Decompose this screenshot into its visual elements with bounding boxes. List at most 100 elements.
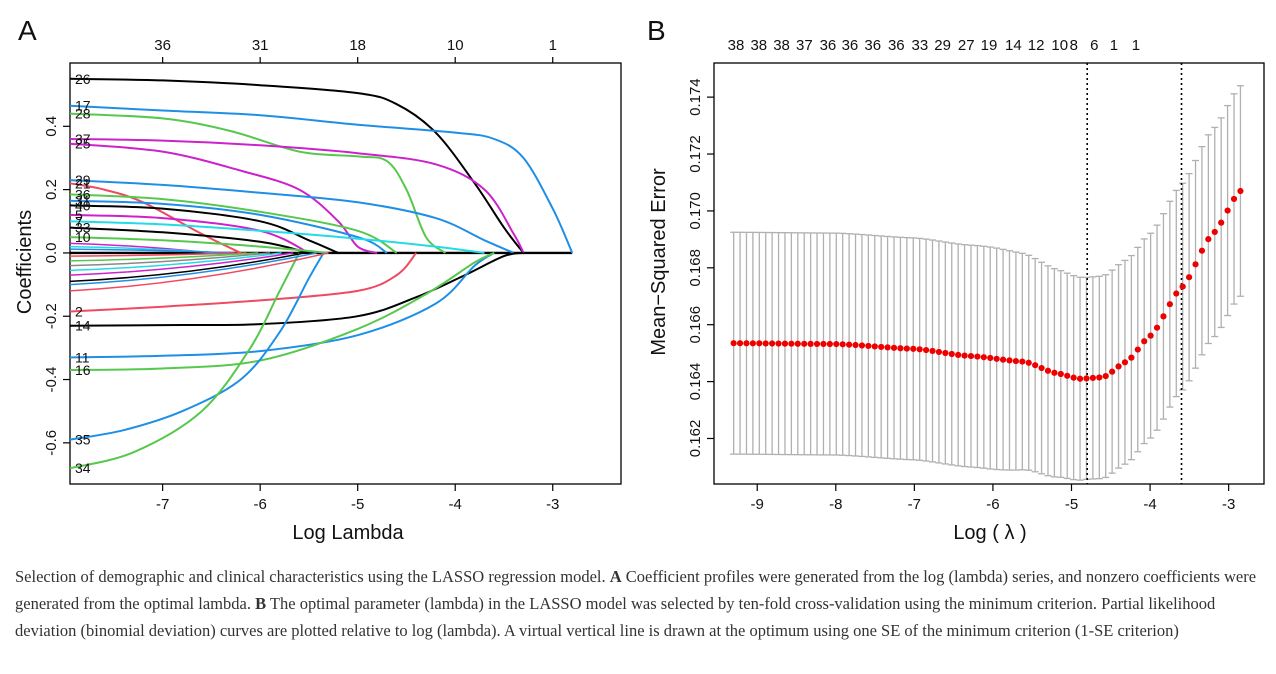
- mse-point: [1051, 369, 1058, 376]
- coef-label-10: 10: [75, 229, 91, 245]
- coef-label-5: 5: [75, 207, 83, 223]
- coef-path-25: [69, 142, 378, 254]
- mse-point: [858, 342, 866, 349]
- lasso-figure: A -7 -6 -5 -4 -3 -0.6-0.4-0.20.00.20.4 36 31 1…: [14, 15, 1265, 544]
- mse-point: [987, 354, 994, 362]
- top-tick-label: 38: [728, 37, 745, 54]
- coef-path-34: [69, 252, 301, 470]
- coef-path-28: [69, 112, 447, 254]
- mse-point: [1141, 338, 1148, 345]
- mse-point: [993, 355, 1000, 362]
- mse-point: [1186, 274, 1193, 281]
- x-tick-label: -8: [829, 496, 842, 513]
- top-tick-label: 19: [981, 37, 998, 54]
- mse-point: [781, 340, 789, 347]
- mse-point: [1198, 247, 1206, 254]
- mse-point: [1083, 375, 1090, 382]
- panel-b-frame: [713, 62, 1265, 485]
- panel-b-x-axis-label: Log ( λ ): [953, 522, 1026, 544]
- mse-point: [865, 342, 872, 350]
- mse-point: [980, 354, 987, 361]
- panel-b-label: B: [647, 15, 666, 46]
- coef-path-10: [69, 236, 329, 254]
- y-tick-label: 0.2: [43, 179, 60, 200]
- panel-a-y-axis: -0.6 -0.4 -0.2 0.0 0.2 0.4: [43, 116, 70, 456]
- caption-b-text: The optimal parameter (lambda) in the LA…: [15, 594, 1216, 640]
- x-tick-label: -5: [1065, 496, 1078, 513]
- mse-point: [1064, 372, 1071, 379]
- top-tick-label: 36: [842, 37, 859, 54]
- top-tick-label: 1: [1132, 37, 1140, 54]
- coef-path-40: [69, 204, 339, 254]
- coef-label-37: 37: [75, 131, 91, 147]
- mse-point: [922, 346, 930, 354]
- mse-point: [955, 351, 962, 358]
- panel-a-frame: [69, 62, 622, 485]
- coef-label-17: 17: [75, 98, 91, 114]
- mse-point: [1205, 236, 1212, 243]
- mse-point: [743, 340, 750, 347]
- coef-label-25: 25: [75, 136, 91, 152]
- y-tick-label: 0.166: [687, 306, 704, 344]
- x-tick-label: -3: [546, 496, 559, 513]
- mse-point: [813, 340, 821, 348]
- panel-b-mse-points: [730, 187, 1244, 382]
- mse-point: [903, 345, 910, 352]
- coef-label-40: 40: [75, 197, 91, 213]
- mse-point: [1089, 374, 1096, 382]
- mse-point: [769, 340, 776, 347]
- coef-path-5: [69, 213, 310, 254]
- mse-point: [1224, 207, 1231, 214]
- panel-b-top-axis: 38 38 38 37 36 36 36 36 33 29 27 19 14 12 10 8 6 1 1: [728, 37, 1140, 54]
- y-tick-label: 0.168: [687, 249, 704, 287]
- mse-point: [1076, 375, 1084, 382]
- coef-label-34: 34: [75, 460, 91, 476]
- coef-label-33: 33: [75, 220, 91, 236]
- mse-point: [801, 340, 808, 347]
- mse-point: [967, 352, 975, 360]
- coef-label-21: 21: [75, 175, 91, 191]
- x-tick-label: -7: [156, 496, 169, 513]
- coef-path-14: [69, 251, 524, 327]
- coef-label-31: 31: [75, 193, 91, 209]
- coef-label-11: 11: [75, 349, 90, 365]
- coef-path-35: [69, 252, 325, 441]
- top-tick-label: 6: [1090, 37, 1098, 54]
- mse-point: [749, 340, 756, 347]
- top-tick-label: 27: [958, 37, 975, 54]
- panel-b-y-axis: 0.162 0.164 0.166 0.168 0.170 0.172 0.174: [687, 78, 714, 457]
- mse-point: [1192, 261, 1199, 268]
- x-tick-label: -9: [751, 496, 764, 513]
- y-tick-label: -0.4: [43, 367, 60, 393]
- coef-path-minor: [69, 252, 282, 272]
- coef-path-33: [69, 226, 310, 254]
- x-tick-label: -4: [1143, 496, 1156, 513]
- mse-point: [878, 343, 885, 351]
- mse-point: [788, 340, 795, 347]
- coef-path-minor: [69, 252, 306, 283]
- y-tick-label: 0.4: [43, 116, 60, 137]
- coef-path-minor: [69, 252, 259, 262]
- mse-point: [1070, 374, 1077, 381]
- top-tick-label: 31: [252, 37, 269, 54]
- panel-a-x-axis: -7 -6 -5 -4 -3: [156, 484, 559, 513]
- panel-b-reference-lines: [1086, 63, 1183, 484]
- y-tick-label: -0.6: [43, 430, 60, 456]
- coef-path-36: [69, 193, 398, 254]
- coef-path-minor: [69, 252, 294, 276]
- coef-label-29: 29: [75, 172, 91, 188]
- mse-point: [1153, 324, 1161, 331]
- y-tick-label: -0.2: [43, 303, 60, 329]
- coef-label-35: 35: [75, 432, 91, 448]
- top-tick-label: 18: [349, 37, 366, 54]
- mse-point: [961, 352, 968, 359]
- top-tick-label: 10: [447, 37, 464, 54]
- mse-point: [929, 347, 936, 355]
- mse-point: [1038, 364, 1045, 372]
- top-tick-label: 14: [1005, 37, 1022, 54]
- y-tick-label: 0.162: [687, 420, 704, 458]
- mse-point: [1019, 358, 1026, 365]
- mse-point: [846, 341, 853, 348]
- mse-point: [833, 340, 840, 348]
- mse-point: [890, 344, 898, 351]
